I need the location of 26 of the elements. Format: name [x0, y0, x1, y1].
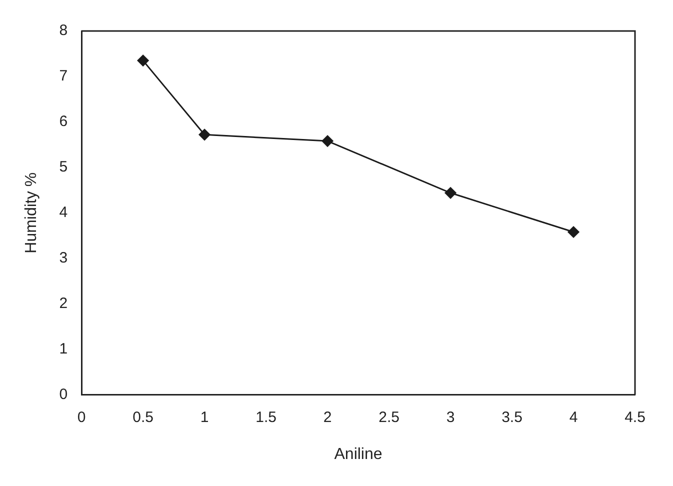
x-tick-label: 3: [446, 408, 455, 426]
y-tick-label: 4: [59, 204, 68, 222]
x-tick-label: 3.5: [502, 408, 522, 426]
point: [322, 135, 334, 147]
point: [198, 128, 210, 140]
x-tick-label: 1.5: [256, 408, 276, 426]
x-tick-label: 2: [323, 408, 332, 426]
x-axis-title: Aniline: [334, 446, 382, 463]
x-tick-label: 1: [200, 408, 209, 426]
x-tick-label: 0: [77, 408, 86, 426]
y-tick-label: 1: [59, 340, 68, 358]
y-tick-label: 5: [59, 158, 68, 176]
y-axis-title: Humidity %: [23, 172, 40, 254]
point: [444, 187, 456, 199]
point: [568, 226, 580, 238]
y-tick-label: 2: [59, 294, 68, 312]
x-tick-label: 4.5: [624, 408, 646, 426]
x-tick-label: 0.5: [132, 408, 154, 426]
y-tick-label: 0: [59, 386, 68, 403]
x-tick-label: 2.5: [378, 408, 400, 426]
y-tick-label: 3: [59, 250, 68, 267]
y-tick-label: 7: [59, 68, 68, 85]
x-tick-label: 4: [569, 408, 578, 426]
y-tick-label: 8: [59, 22, 68, 40]
y-tick-label: 6: [59, 113, 68, 130]
point: [137, 54, 149, 66]
